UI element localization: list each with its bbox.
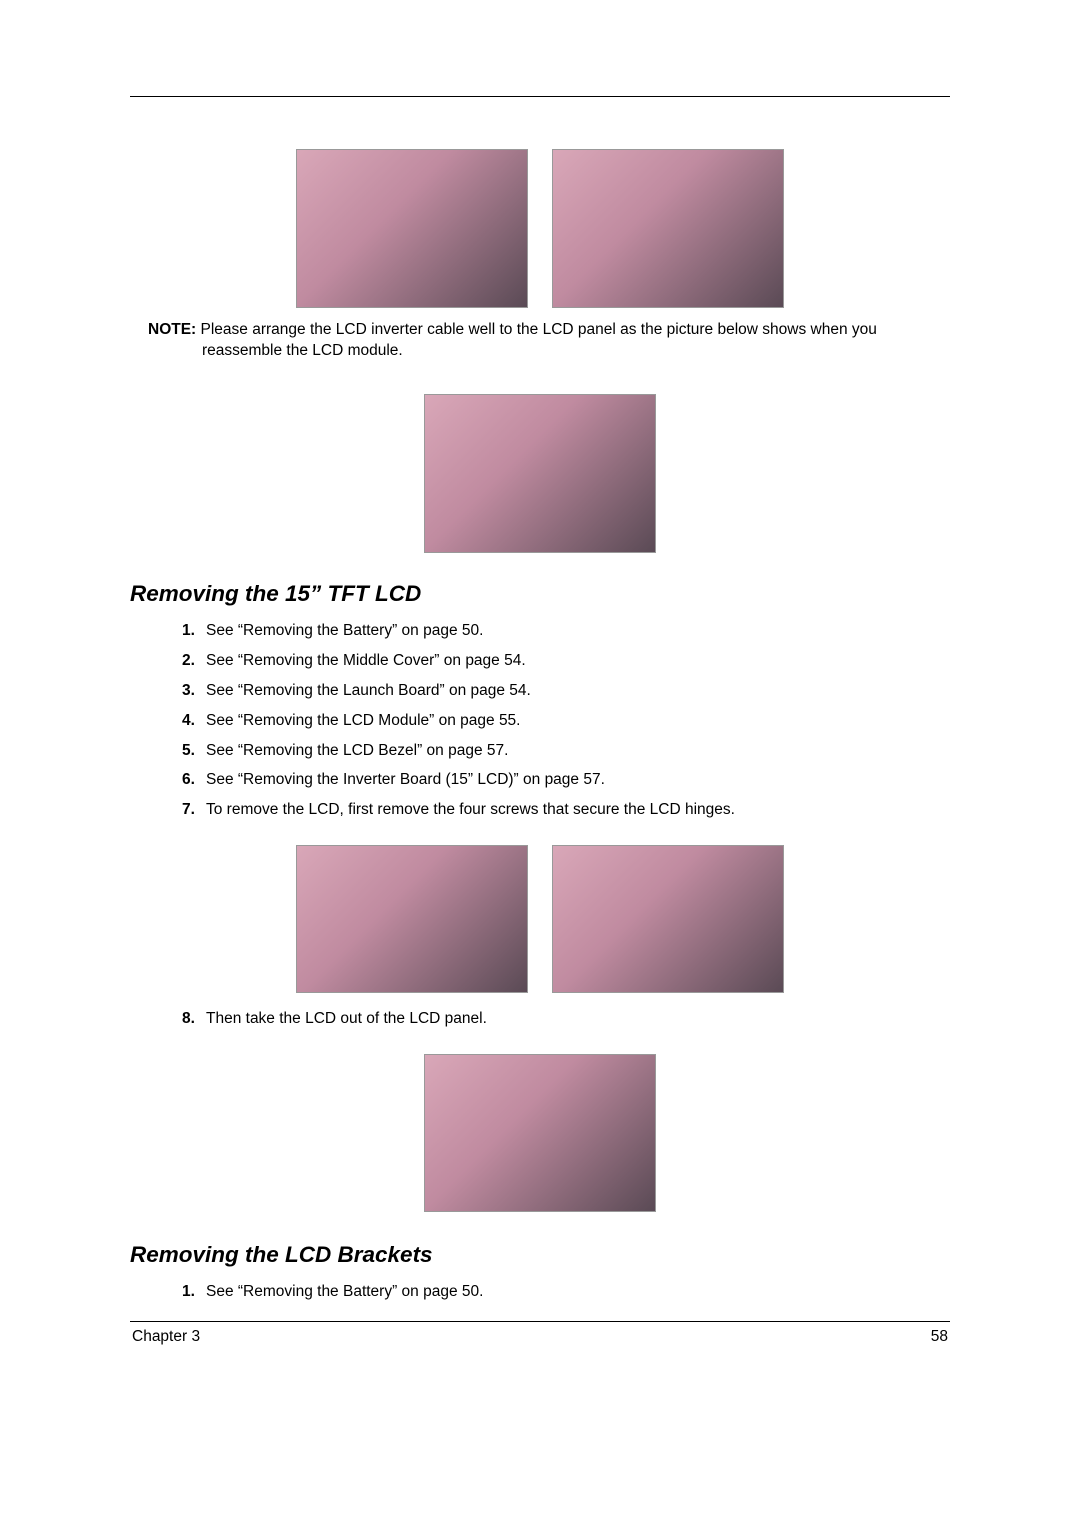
note-text: Please arrange the LCD inverter cable we… [196, 321, 877, 359]
step-number: 1. [182, 621, 195, 642]
heading-removing-lcd-brackets: Removing the LCD Brackets [130, 1242, 950, 1268]
step-text: To remove the LCD, first remove the four… [206, 801, 735, 818]
step-text: Then take the LCD out of the LCD panel. [206, 1010, 487, 1027]
step-item: 1. See “Removing the Battery” on page 50. [182, 1282, 950, 1303]
figure-hinge-right [552, 845, 784, 993]
footer-page-number: 58 [931, 1328, 948, 1346]
step-number: 2. [182, 651, 195, 672]
image-row-bottom [130, 1054, 950, 1212]
heading-removing-15-tft-lcd: Removing the 15” TFT LCD [130, 581, 950, 607]
steps-list-a: 1. See “Removing the Battery” on page 50.… [182, 621, 950, 821]
step-text: See “Removing the Battery” on page 50. [206, 622, 483, 639]
step-number: 6. [182, 770, 195, 791]
steps-list-c: 1. See “Removing the Battery” on page 50. [182, 1282, 950, 1303]
step-text: See “Removing the LCD Bezel” on page 57. [206, 742, 508, 759]
footer-chapter: Chapter 3 [132, 1328, 200, 1346]
step-text: See “Removing the Battery” on page 50. [206, 1283, 483, 1300]
step-item: 2. See “Removing the Middle Cover” on pag… [182, 651, 950, 672]
step-item: 4. See “Removing the LCD Module” on page … [182, 711, 950, 732]
step-number: 7. [182, 800, 195, 821]
step-text: See “Removing the Launch Board” on page … [206, 682, 531, 699]
note-label: NOTE: [148, 321, 196, 338]
step-item: 7. To remove the LCD, first remove the fo… [182, 800, 950, 821]
note-paragraph: NOTE: Please arrange the LCD inverter ca… [184, 320, 950, 362]
step-item: 1. See “Removing the Battery” on page 50. [182, 621, 950, 642]
figure-inverter-cable-right [552, 149, 784, 308]
step-number: 4. [182, 711, 195, 732]
step-item: 3. See “Removing the Launch Board” on pag… [182, 681, 950, 702]
step-number: 3. [182, 681, 195, 702]
step-item: 6. See “Removing the Inverter Board (15” … [182, 770, 950, 791]
figure-lcd-out [424, 1054, 656, 1212]
step-item: 5. See “Removing the LCD Bezel” on page 5… [182, 741, 950, 762]
bottom-rule [130, 1321, 950, 1322]
steps-list-b: 8. Then take the LCD out of the LCD panel… [182, 1009, 950, 1030]
step-text: See “Removing the Middle Cover” on page … [206, 652, 526, 669]
image-row-hinges [130, 845, 950, 993]
figure-hinge-left [296, 845, 528, 993]
step-text: See “Removing the LCD Module” on page 55… [206, 712, 521, 729]
step-number: 5. [182, 741, 195, 762]
step-item: 8. Then take the LCD out of the LCD panel… [182, 1009, 950, 1030]
top-rule [130, 96, 950, 97]
image-row-top [130, 149, 950, 308]
figure-arrange-cable [424, 394, 656, 553]
figure-inverter-cable-left [296, 149, 528, 308]
step-number: 1. [182, 1282, 195, 1303]
step-number: 8. [182, 1009, 195, 1030]
step-text: See “Removing the Inverter Board (15” LC… [206, 771, 605, 788]
footer: Chapter 3 58 [130, 1328, 950, 1346]
image-row-middle [130, 394, 950, 553]
